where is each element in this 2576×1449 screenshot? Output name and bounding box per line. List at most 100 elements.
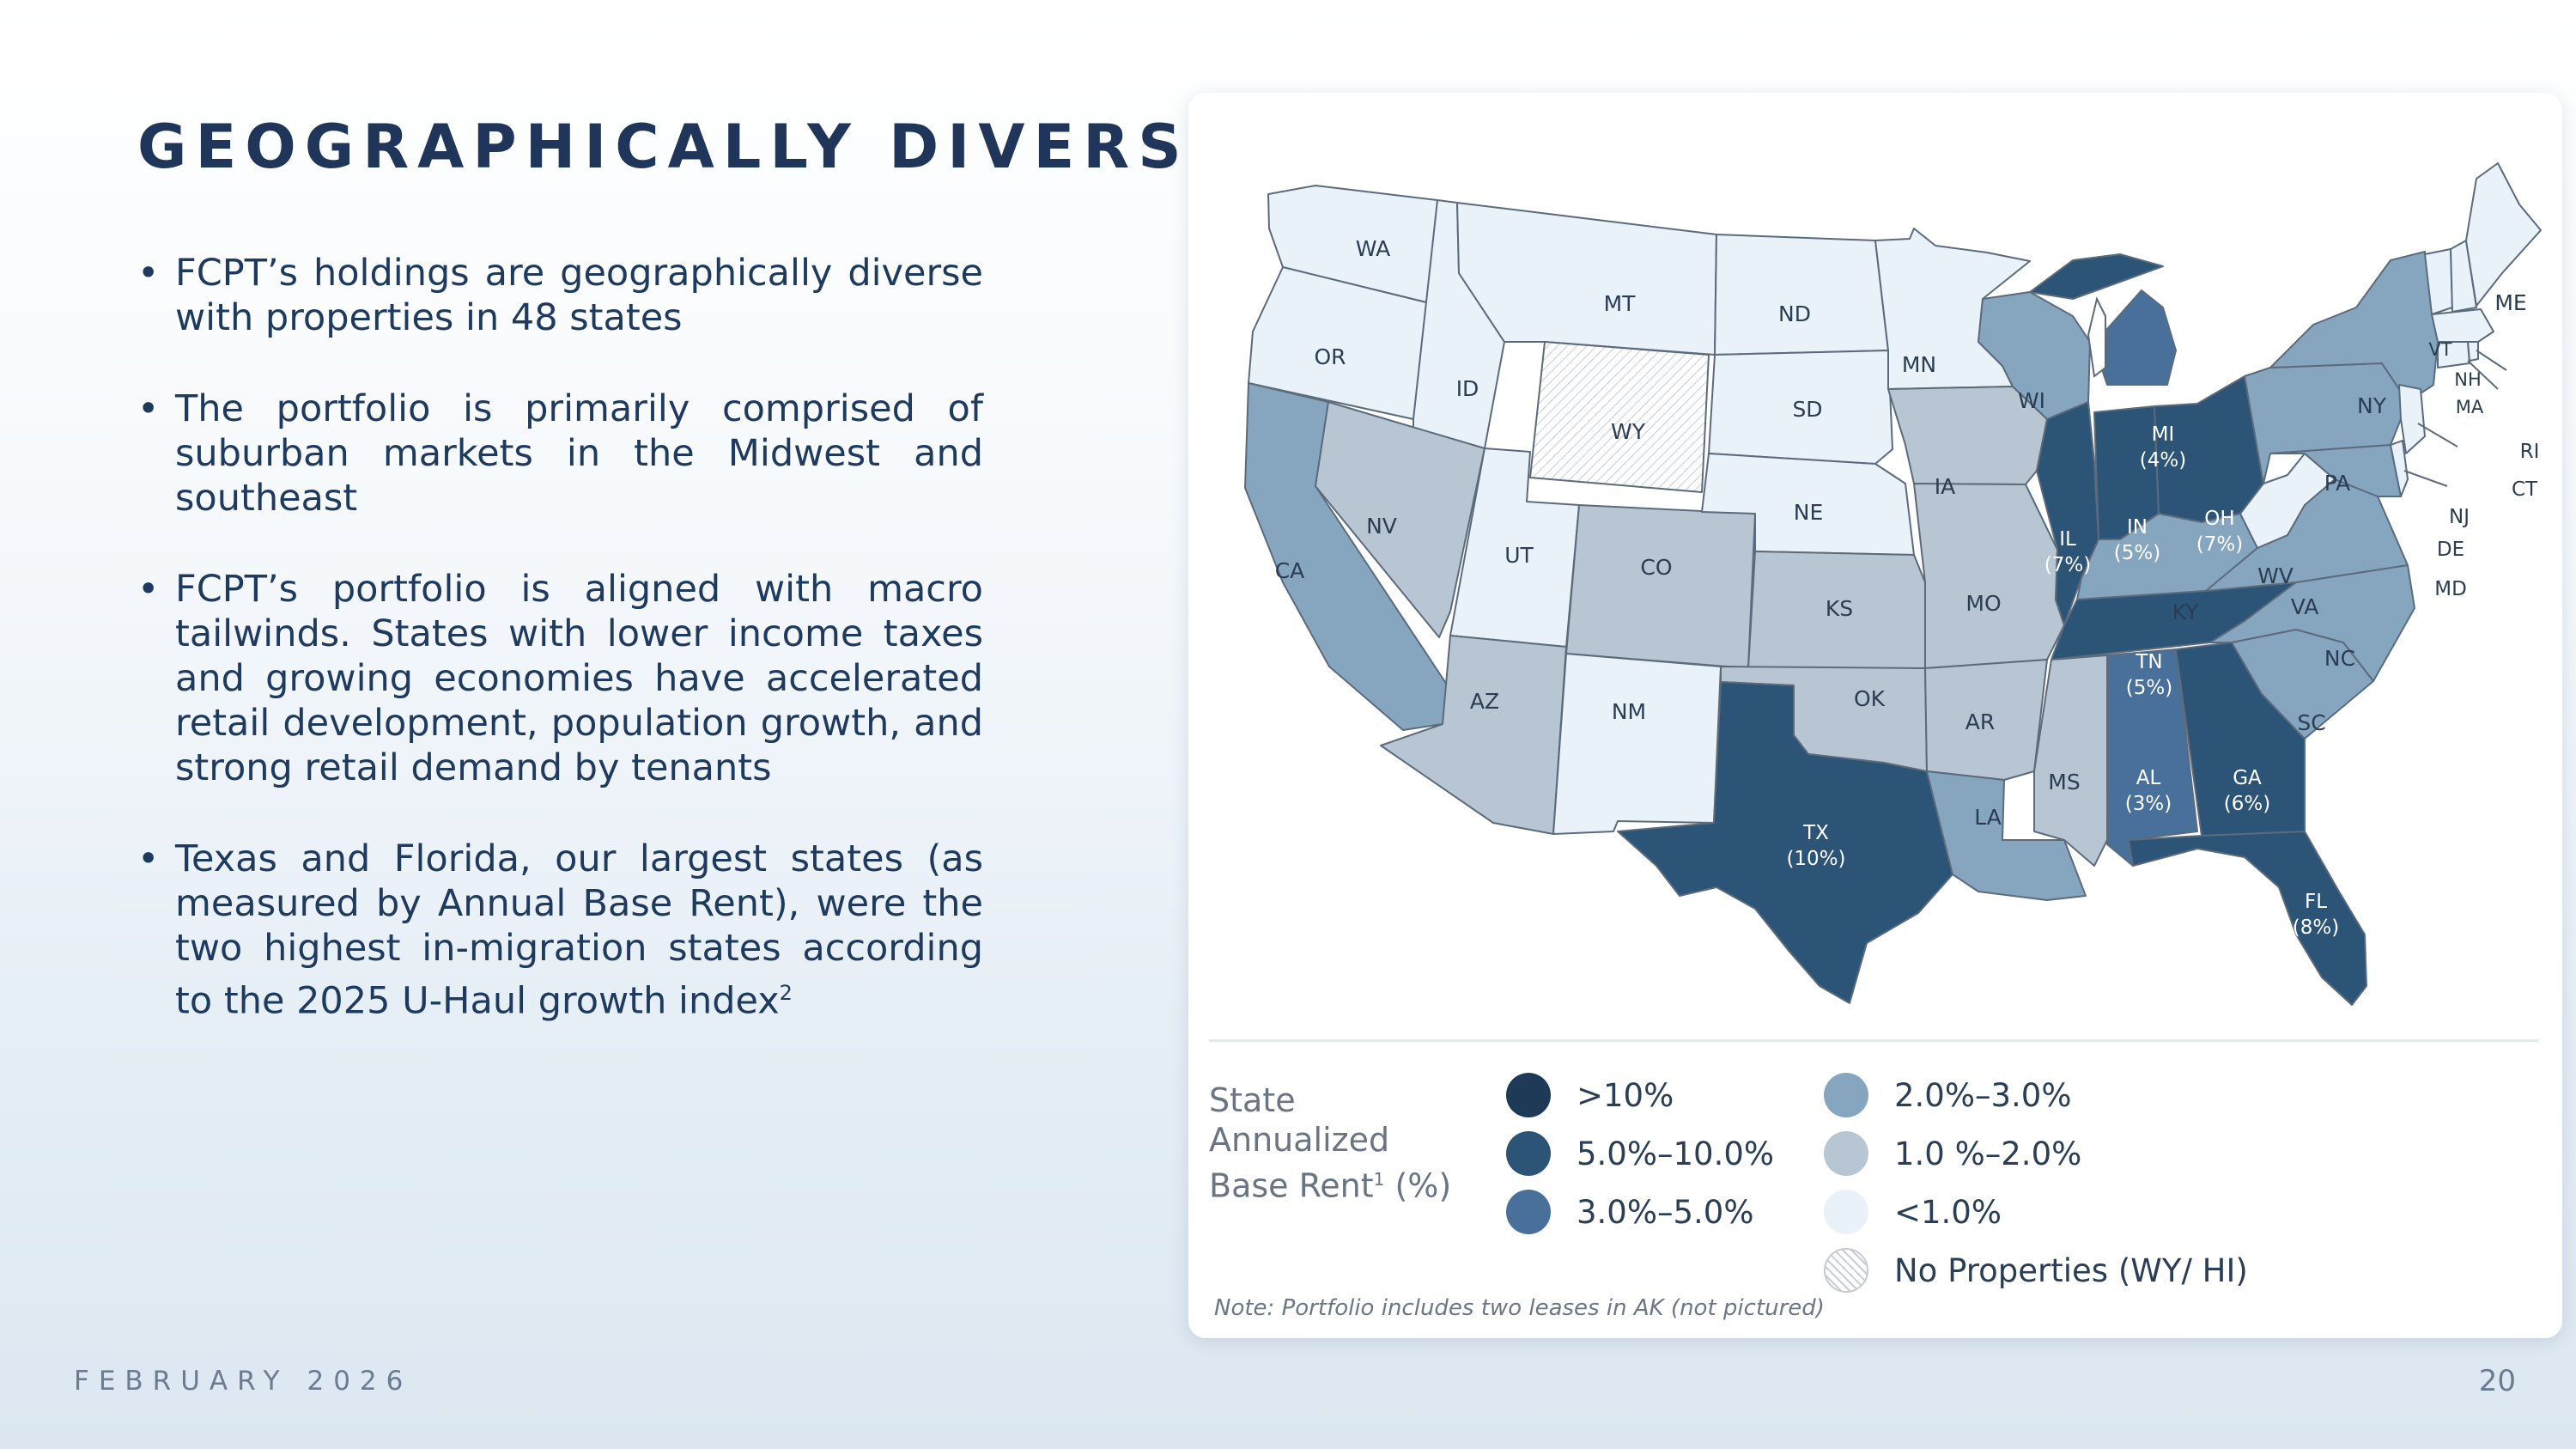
state-WY — [1529, 341, 1710, 493]
state-SD — [1708, 350, 1893, 465]
map-label: SC — [2297, 710, 2325, 735]
bullet-list: FCPT’s holdings are geographically diver… — [137, 251, 983, 1069]
legend-item: 5.0%–10.0% — [1506, 1131, 1774, 1176]
map-label: OK — [1854, 686, 1886, 711]
footer-date: FEBRUARY 2026 — [74, 1366, 413, 1397]
legend-item: <1.0% — [1824, 1190, 2002, 1234]
bullet-item: FCPT’s holdings are geographically diver… — [137, 251, 983, 340]
state-NM — [1552, 653, 1722, 835]
state-CO — [1565, 504, 1756, 669]
map-label: MD — [2434, 578, 2467, 600]
state-MS — [2033, 654, 2108, 867]
map-label: PA — [2324, 471, 2351, 496]
map-label: CO — [1640, 555, 1672, 580]
state-NV — [1315, 401, 1485, 638]
legend-swatch — [1506, 1131, 1551, 1176]
lake-michigan — [2087, 296, 2106, 378]
state-TX — [1617, 681, 1953, 1004]
state-ND — [1714, 234, 1889, 356]
map-label: KY — [2172, 600, 2200, 624]
legend-swatch — [1824, 1190, 1868, 1234]
leader-MD — [2403, 470, 2448, 487]
state-MO — [1913, 483, 2065, 669]
map-label-pct: GA (6%) — [2224, 767, 2270, 815]
map-label: RI — [2520, 441, 2540, 463]
page-number: 20 — [2478, 1364, 2516, 1398]
state-OR — [1248, 266, 1434, 420]
map-label: MT — [1604, 291, 1637, 316]
bullet-item: The portfolio is primarily comprised of … — [137, 387, 983, 521]
state-AZ — [1380, 635, 1567, 835]
map-label: KS — [1826, 596, 1853, 621]
map-label-pct: IN (5%) — [2114, 516, 2160, 564]
map-label: NJ — [2449, 506, 2470, 528]
map-label-pct: TN (5%) — [2126, 651, 2172, 699]
bullet-item: Texas and Florida, our largest states (a… — [137, 837, 983, 1023]
state-IL — [2036, 401, 2099, 626]
state-LA — [1926, 770, 2087, 901]
legend-item: 3.0%–5.0% — [1506, 1190, 1754, 1234]
state-MI — [2098, 289, 2177, 386]
legend-divider — [1209, 1039, 2538, 1042]
map-label: LA — [1974, 805, 2002, 830]
map-label-pct: AL (3%) — [2125, 767, 2172, 815]
legend-swatch — [1506, 1190, 1551, 1234]
map-label: NM — [1612, 699, 1646, 724]
legend-item: 1.0 %–2.0% — [1824, 1131, 2081, 1176]
map-label: MA — [2456, 397, 2484, 417]
map-label-pct: IL (7%) — [2044, 528, 2091, 576]
map-label: SD — [1792, 397, 1822, 422]
map-label: NH — [2454, 369, 2482, 390]
bullet-item: FCPT’s portfolio is aligned with macro t… — [137, 567, 983, 790]
map-label: VA — [2291, 594, 2319, 619]
page-title: GEOGRAPHICALLY DIVERSE — [137, 112, 1240, 182]
legend-item: 2.0%–3.0% — [1824, 1073, 2072, 1117]
map-label: NV — [1366, 514, 1397, 539]
map-label-pct: TX (10%) — [1786, 822, 1845, 870]
leader-NJ — [2417, 423, 2458, 447]
map-label: MN — [1902, 352, 1936, 377]
state-ME — [2465, 162, 2542, 307]
legend-swatch — [1824, 1073, 1868, 1117]
map-label: MS — [2048, 770, 2080, 795]
legend-swatch — [1824, 1131, 1868, 1176]
map-label-pct: OH (7%) — [2196, 508, 2243, 556]
map-label: ID — [1456, 376, 1479, 401]
legend-swatch — [1506, 1073, 1551, 1117]
map-label: CT — [2512, 478, 2538, 501]
leader-CT — [2467, 360, 2499, 390]
state-NJ — [2398, 384, 2426, 454]
state-FL — [2128, 831, 2367, 1006]
state-MA — [2431, 308, 2494, 343]
map-label: DE — [2437, 539, 2464, 561]
map-label: OR — [1314, 344, 1346, 369]
legend-item: No Properties (WY/ HI) — [1824, 1248, 2248, 1293]
legend-swatch-hatch — [1824, 1248, 1868, 1293]
state-MI-UP — [2029, 253, 2164, 300]
map-label: VT — [2428, 339, 2451, 360]
state-DE — [2390, 440, 2409, 497]
legend-title: State Annualized Base Rent1 (%) — [1209, 1081, 1452, 1205]
map-card: WA OR CA ID NV MT WY UT AZ CO NM ND SD N… — [1188, 93, 2562, 1338]
footnote: Note: Portfolio includes two leases in A… — [1214, 1295, 1825, 1321]
map-label: AR — [1965, 709, 1995, 734]
map-label: UT — [1504, 543, 1534, 568]
map-label: AZ — [1470, 689, 1499, 714]
state-NH — [2450, 240, 2477, 313]
map-label: IA — [1935, 474, 1955, 499]
legend-item: >10% — [1506, 1073, 1674, 1117]
map-label: NY — [2357, 393, 2387, 418]
map-label: WY — [1611, 419, 1646, 444]
us-map: WA OR CA ID NV MT WY UT AZ CO NM ND SD N… — [1244, 162, 2542, 1006]
map-label: NC — [2324, 646, 2355, 671]
map-label: WV — [2257, 563, 2293, 588]
map-label-pct: FL (8%) — [2293, 891, 2339, 939]
state-AR — [1924, 659, 2048, 781]
map-label: WA — [1356, 236, 1390, 261]
map-label-pct: MI (4%) — [2140, 423, 2186, 472]
map-label: CA — [1275, 558, 1305, 583]
map-label: MO — [1965, 591, 2001, 616]
leader-RI — [2476, 350, 2507, 371]
footnote-marker: 2 — [779, 981, 793, 1005]
state-NC — [2209, 564, 2415, 682]
